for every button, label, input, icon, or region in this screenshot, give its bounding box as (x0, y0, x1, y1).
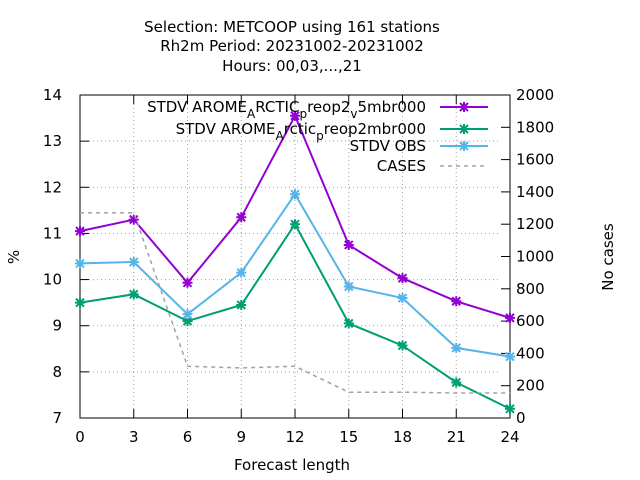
data-point-marker (182, 309, 193, 320)
data-point-marker (505, 351, 515, 362)
legend-label-1: STDV AROMEARCTICpreop2v5mbr000 (147, 98, 426, 121)
y2-tick-label: 0 (516, 409, 526, 427)
data-point-marker (505, 312, 515, 323)
y2-tick-label: 400 (516, 344, 545, 362)
x-tick-label: 0 (75, 428, 85, 446)
data-point-marker (505, 403, 515, 414)
x-tick-label: 6 (183, 428, 193, 446)
y2-tick-label: 1000 (516, 248, 554, 266)
y-tick-label: 7 (52, 409, 62, 427)
data-point-marker (343, 281, 354, 292)
y2-tick-label: 1400 (516, 183, 554, 201)
x-tick-label: 18 (393, 428, 412, 446)
legend-label-2: STDV AROMEArcticpreop2mbr000 (176, 120, 426, 143)
y-tick-label: 12 (43, 178, 62, 196)
data-point-marker (451, 342, 462, 353)
title-line-3: Hours: 00,03,...,21 (222, 57, 362, 75)
y2-tick-label: 2000 (516, 86, 554, 104)
data-point-marker (343, 239, 354, 250)
legend-label-part: reop2mbr000 (324, 120, 426, 138)
y-tick-label: 13 (43, 132, 62, 150)
data-point-marker (128, 214, 139, 225)
y2-tick-label: 800 (516, 280, 545, 298)
legend-label-part: RCTIC (255, 98, 299, 116)
series-group (75, 110, 515, 414)
legend-label-part: STDV AROME (176, 120, 276, 138)
y-tick-label: 9 (52, 317, 62, 335)
data-point-marker (459, 102, 469, 112)
x-tick-label: 3 (129, 428, 139, 446)
data-point-marker (128, 289, 139, 300)
y2-tick-label: 600 (516, 312, 545, 330)
y-tick-label: 8 (52, 363, 62, 381)
legend-label-3: STDV OBS (350, 137, 426, 155)
grid (89, 104, 501, 409)
data-point-marker (290, 219, 300, 230)
legend-label-part: A (276, 129, 285, 143)
data-point-marker (128, 257, 139, 268)
y-axis-label: % (5, 250, 23, 264)
legend-label-part: v (350, 107, 357, 121)
axis-ticks: 7 8 9 10 11 12 13 14 0 200 400 600 800 1000 1200 1400 16… (43, 86, 554, 446)
x-tick-label: 15 (339, 428, 358, 446)
y2-tick-label: 200 (516, 377, 545, 395)
legend-label-part: STDV AROME (147, 98, 247, 116)
series-line-4 (80, 212, 510, 394)
data-point-marker (182, 277, 193, 288)
data-point-marker (451, 377, 462, 388)
legend-label-part: p (316, 129, 324, 143)
data-point-marker (75, 297, 85, 308)
data-point-marker (459, 124, 469, 134)
x-tick-label: 9 (236, 428, 246, 446)
data-point-marker (236, 267, 247, 278)
y-tick-label: 10 (43, 271, 62, 289)
y2-tick-label: 1600 (516, 151, 554, 169)
data-point-marker (236, 212, 247, 223)
chart-title: Selection: METCOOP using 161 stations Rh… (144, 18, 440, 75)
y-tick-label: 14 (43, 86, 62, 104)
data-point-marker (290, 110, 300, 121)
title-line-1: Selection: METCOOP using 161 stations (144, 18, 440, 36)
data-point-marker (397, 293, 408, 304)
legend-label-4: CASES (377, 157, 426, 175)
data-point-marker (397, 273, 408, 284)
data-point-marker (397, 340, 408, 351)
legend-label-part: reop2 (307, 98, 350, 116)
data-point-marker (290, 189, 300, 200)
x-axis-label: Forecast length (234, 456, 350, 474)
y-tick-label: 11 (43, 224, 62, 242)
legend-label-part: p (299, 107, 307, 121)
legend-label-part: rctic (284, 120, 316, 138)
y2-tick-label: 1200 (516, 215, 554, 233)
y2-axis-label: No cases (599, 223, 617, 291)
data-point-marker (459, 141, 469, 151)
data-point-marker (343, 318, 354, 329)
legend-label-part: A (247, 107, 256, 121)
x-tick-label: 12 (285, 428, 304, 446)
x-tick-label: 24 (500, 428, 519, 446)
title-line-2: Rh2m Period: 20231002-20231002 (160, 37, 424, 55)
legend-label-part: 5mbr000 (358, 98, 426, 116)
data-point-marker (236, 299, 247, 310)
data-point-marker (75, 226, 85, 237)
data-point-marker (75, 258, 85, 269)
x-tick-label: 21 (447, 428, 466, 446)
data-point-marker (451, 296, 462, 307)
y2-tick-label: 1800 (516, 118, 554, 136)
data-point-marker (182, 316, 193, 327)
